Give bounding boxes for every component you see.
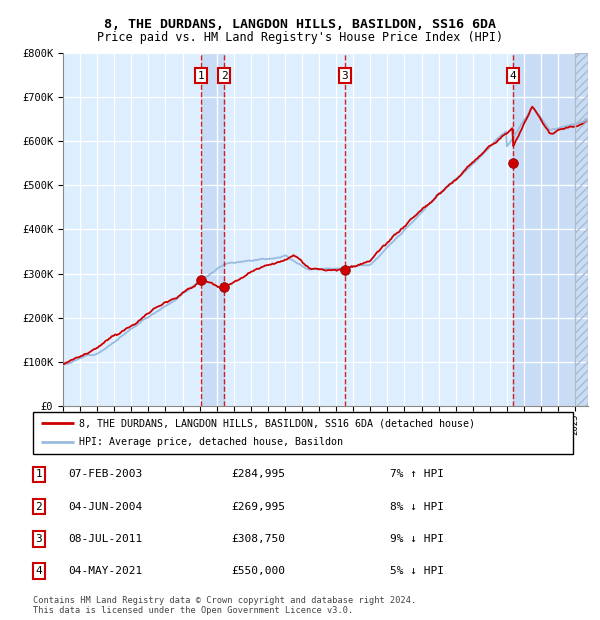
Text: £284,995: £284,995 bbox=[231, 469, 285, 479]
Text: 8, THE DURDANS, LANGDON HILLS, BASILDON, SS16 6DA: 8, THE DURDANS, LANGDON HILLS, BASILDON,… bbox=[104, 19, 496, 31]
Text: 9% ↓ HPI: 9% ↓ HPI bbox=[390, 534, 444, 544]
Text: £308,750: £308,750 bbox=[231, 534, 285, 544]
Text: 1: 1 bbox=[35, 469, 43, 479]
Text: 7% ↑ HPI: 7% ↑ HPI bbox=[390, 469, 444, 479]
Text: Price paid vs. HM Land Registry's House Price Index (HPI): Price paid vs. HM Land Registry's House … bbox=[97, 31, 503, 43]
Text: 04-JUN-2004: 04-JUN-2004 bbox=[68, 502, 142, 512]
Text: 8, THE DURDANS, LANGDON HILLS, BASILDON, SS16 6DA (detached house): 8, THE DURDANS, LANGDON HILLS, BASILDON,… bbox=[79, 418, 475, 428]
Text: 1: 1 bbox=[198, 71, 205, 81]
Text: 04-MAY-2021: 04-MAY-2021 bbox=[68, 566, 142, 576]
Bar bbox=[575, 53, 588, 406]
Text: £269,995: £269,995 bbox=[231, 502, 285, 512]
Text: 2: 2 bbox=[221, 71, 228, 81]
Text: 2: 2 bbox=[35, 502, 43, 512]
Bar bbox=[575, 53, 588, 406]
Text: Contains HM Land Registry data © Crown copyright and database right 2024.
This d: Contains HM Land Registry data © Crown c… bbox=[33, 596, 416, 615]
Text: HPI: Average price, detached house, Basildon: HPI: Average price, detached house, Basi… bbox=[79, 438, 343, 448]
Bar bbox=[201, 53, 224, 406]
Text: £550,000: £550,000 bbox=[231, 566, 285, 576]
Bar bbox=[513, 53, 588, 406]
FancyBboxPatch shape bbox=[33, 412, 573, 454]
Text: 3: 3 bbox=[35, 534, 43, 544]
Text: 8% ↓ HPI: 8% ↓ HPI bbox=[390, 502, 444, 512]
Text: 08-JUL-2011: 08-JUL-2011 bbox=[68, 534, 142, 544]
Text: 4: 4 bbox=[509, 71, 516, 81]
Text: 4: 4 bbox=[35, 566, 43, 576]
Text: 07-FEB-2003: 07-FEB-2003 bbox=[68, 469, 142, 479]
Text: 3: 3 bbox=[341, 71, 348, 81]
Text: 5% ↓ HPI: 5% ↓ HPI bbox=[390, 566, 444, 576]
